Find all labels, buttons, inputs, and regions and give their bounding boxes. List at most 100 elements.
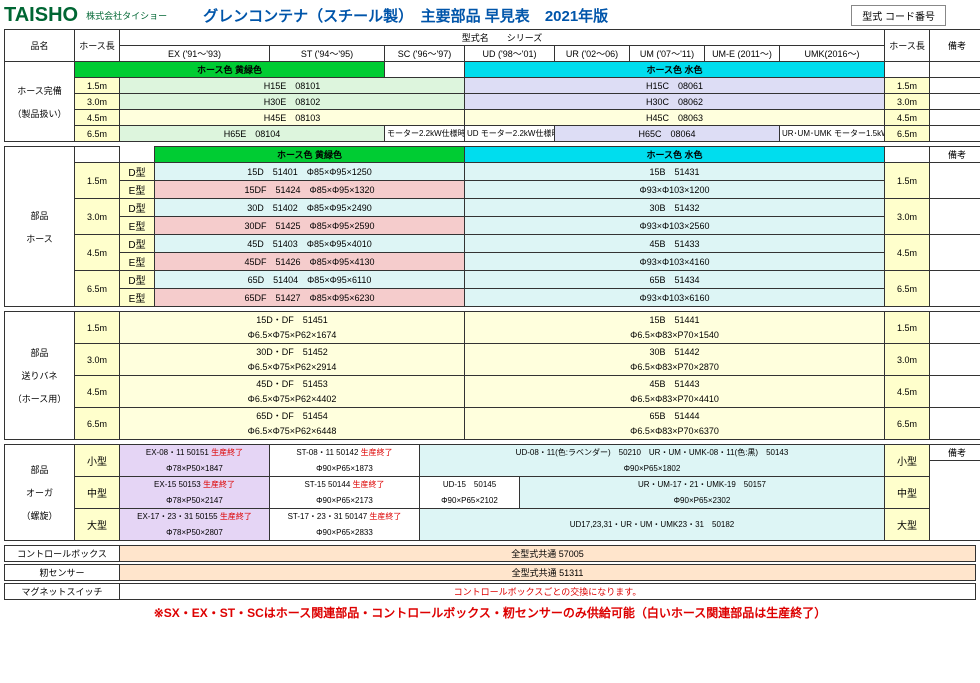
s2-len: 4.5m — [75, 235, 120, 271]
s3-r1: 65B 51444 — [465, 408, 885, 424]
s4-c2: ST-15 50144 生産終了 — [270, 477, 420, 493]
table-common: コントロールボックス全型式共通 57005 — [4, 545, 976, 562]
col-ume: UM-E (2011～) — [705, 46, 780, 62]
logo: TAISHO — [4, 4, 78, 27]
s2-er: Φ93×Φ103×4160 — [465, 253, 885, 271]
s3-r2: Φ6.5×Φ83×P70×6370 — [465, 424, 885, 440]
s2-len2: 6.5m — [885, 271, 930, 307]
s4-c2b: Φ90×P65×2833 — [270, 525, 420, 541]
page-title: グレンコンテナ（スチール製） 主要部品 早見表 2021年版 — [203, 5, 608, 26]
s5-cb-value: 全型式共通 57005 — [120, 546, 976, 562]
s1-len2: 6.5m — [885, 126, 930, 142]
s1-len2: 3.0m — [885, 94, 930, 110]
s2-len: 1.5m — [75, 163, 120, 199]
s3-r1: 30B 51442 — [465, 344, 885, 360]
s5-cb-label: コントロールボックス — [5, 546, 120, 562]
s3-name: 部品送りバネ（ホース用） — [5, 312, 75, 440]
s1-left: H30E 08102 — [120, 94, 465, 110]
color-yg: ホース色 黄緑色 — [75, 62, 385, 78]
s2-etype: E型 — [120, 289, 155, 307]
s3-r2: Φ6.5×Φ83×P70×4410 — [465, 392, 885, 408]
color-mz: ホース色 水色 — [465, 62, 885, 78]
s2-dl: 45D 51403 Φ85×Φ95×4010 — [155, 235, 465, 253]
s4-c1b: Φ78×P50×2807 — [120, 525, 270, 541]
table-hose-parts: 部品ホース ホース色 黄緑色 ホース色 水色 備考 1.5mD型15D 5140… — [4, 146, 980, 307]
s3-l1: 30D・DF 51452 — [120, 344, 465, 360]
s3-l2: Φ6.5×Φ75×P62×1674 — [120, 328, 465, 344]
s2-len2: 4.5m — [885, 235, 930, 271]
s1-len: 1.5m — [75, 78, 120, 94]
s5-ms-value: 全型式共通 51311 — [120, 565, 976, 581]
footer-note: ※SX・EX・ST・SCはホース関連部品・コントロールボックス・籾センサーのみ供… — [4, 600, 976, 625]
s1-note: UD モーター2.2kW仕様時 — [465, 126, 555, 142]
s1-name: ホース完備（製品扱い） — [5, 62, 75, 142]
s1-len2: 4.5m — [885, 110, 930, 126]
s1-right: H65C 08064 — [555, 126, 780, 142]
col-name: 品名 — [5, 30, 75, 62]
s3-len: 3.0m — [75, 344, 120, 376]
s1-right: H15C 08061 — [465, 78, 885, 94]
s2-dtype: D型 — [120, 235, 155, 253]
s3-len2: 4.5m — [885, 376, 930, 408]
s1-len: 3.0m — [75, 94, 120, 110]
col-len: ホース長 — [75, 30, 120, 62]
col-um: UM ('07～'11) — [630, 46, 705, 62]
s3-l2: Φ6.5×Φ75×P62×6448 — [120, 424, 465, 440]
s3-l2: Φ6.5×Φ75×P62×2914 — [120, 360, 465, 376]
s4-c1b: Φ78×P50×2147 — [120, 493, 270, 509]
s3-len: 4.5m — [75, 376, 120, 408]
s1-right: H45C 08063 — [465, 110, 885, 126]
s2-len: 6.5m — [75, 271, 120, 307]
table-auger: 部品オーガ（螺旋） 小型 EX-08・11 50151 生産終了 ST-08・1… — [4, 444, 980, 541]
s1-right: H30C 08062 — [465, 94, 885, 110]
s1-note: UR･UM･UMK モーター1.5kW — [780, 126, 885, 142]
s3-r2: Φ6.5×Φ83×P70×1540 — [465, 328, 885, 344]
s1-left: H65E 08104 — [120, 126, 385, 142]
table-spring: 部品送りバネ（ホース用） 1.5m15D・DF 5145115B 514411.… — [4, 311, 980, 440]
s1-len: 6.5m — [75, 126, 120, 142]
s4-c3: UD-08・11(色:ラベンダー) 50210 UR・UM・UMK-08・11(… — [420, 445, 885, 461]
s4-c1: EX-15 50153 生産終了 — [120, 477, 270, 493]
table-magnet: マグネットスイッチコントロールボックスごとの交換になります。 — [4, 583, 976, 600]
s3-l1: 65D・DF 51454 — [120, 408, 465, 424]
s3-l1: 15D・DF 51451 — [120, 312, 465, 328]
s2-dr: 15B 51431 — [465, 163, 885, 181]
s2-er: Φ93×Φ103×1200 — [465, 181, 885, 199]
s3-len2: 6.5m — [885, 408, 930, 440]
header: TAISHO 株式会社タイショー グレンコンテナ（スチール製） 主要部品 早見表… — [4, 4, 976, 27]
color-yg: ホース色 黄緑色 — [155, 147, 465, 163]
col-ur: UR ('02～06) — [555, 46, 630, 62]
s2-dr: 30B 51432 — [465, 199, 885, 217]
col-ud: UD ('98～'01) — [465, 46, 555, 62]
s4-name: 部品オーガ（螺旋） — [5, 445, 75, 541]
s4-c2: ST-17・23・31 50147 生産終了 — [270, 509, 420, 525]
col-sc: SC ('96～'97) — [385, 46, 465, 62]
s3-len2: 1.5m — [885, 312, 930, 344]
s4-size: 小型 — [75, 445, 120, 477]
s2-el: 45DF 51426 Φ85×Φ95×4130 — [155, 253, 465, 271]
s3-len2: 3.0m — [885, 344, 930, 376]
table-hose-complete: 品名 ホース長 型式名 シリーズ ホース長 備考 EX ('91～'93) ST… — [4, 29, 980, 142]
col-series: 型式名 シリーズ — [120, 30, 885, 46]
col-ex: EX ('91～'93) — [120, 46, 270, 62]
s4-size2: 小型 — [885, 445, 930, 477]
s5-mg-value: コントロールボックスごとの交換になります。 — [120, 584, 976, 600]
s2-etype: E型 — [120, 181, 155, 199]
s4-c2b: Φ90×P65×2173 — [270, 493, 420, 509]
s5-ms-label: 籾センサー — [5, 565, 120, 581]
s4-udb: Φ90×P65×2102 — [420, 493, 520, 509]
col-remark: 備考 — [930, 30, 980, 62]
s2-dtype: D型 — [120, 199, 155, 217]
s2-dl: 30D 51402 Φ85×Φ95×2490 — [155, 199, 465, 217]
code-box: 型式 コード番号 — [851, 5, 946, 26]
s2-er: Φ93×Φ103×6160 — [465, 289, 885, 307]
col-remark: 備考 — [930, 147, 980, 163]
s2-el: 65DF 51427 Φ85×Φ95×6230 — [155, 289, 465, 307]
col-remark: 備考 — [930, 445, 980, 461]
s2-el: 30DF 51425 Φ85×Φ95×2590 — [155, 217, 465, 235]
s1-len: 4.5m — [75, 110, 120, 126]
col-len2: ホース長 — [885, 30, 930, 62]
s4-size2: 中型 — [885, 477, 930, 509]
s4-c1b: Φ78×P50×1847 — [120, 461, 270, 477]
s2-dl: 15D 51401 Φ85×Φ95×1250 — [155, 163, 465, 181]
